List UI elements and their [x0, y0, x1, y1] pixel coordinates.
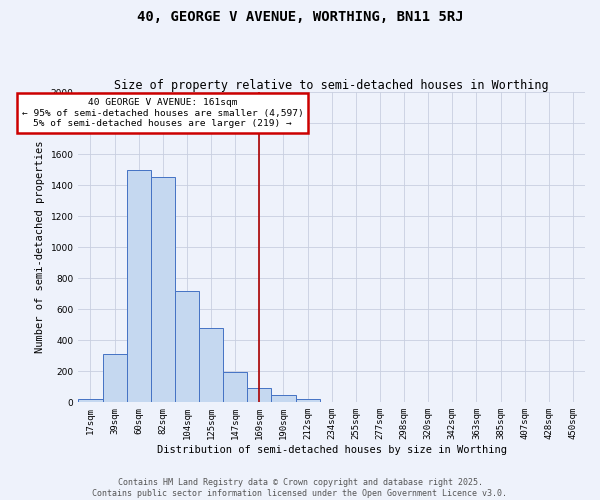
- X-axis label: Distribution of semi-detached houses by size in Worthing: Distribution of semi-detached houses by …: [157, 445, 506, 455]
- Text: 40, GEORGE V AVENUE, WORTHING, BN11 5RJ: 40, GEORGE V AVENUE, WORTHING, BN11 5RJ: [137, 10, 463, 24]
- Y-axis label: Number of semi-detached properties: Number of semi-detached properties: [35, 141, 45, 354]
- Bar: [175, 290, 199, 403]
- Title: Size of property relative to semi-detached houses in Worthing: Size of property relative to semi-detach…: [115, 79, 549, 92]
- Bar: [271, 396, 296, 402]
- Bar: [103, 354, 127, 403]
- Text: Contains HM Land Registry data © Crown copyright and database right 2025.
Contai: Contains HM Land Registry data © Crown c…: [92, 478, 508, 498]
- Bar: [223, 372, 247, 402]
- Bar: [151, 178, 175, 402]
- Bar: [127, 170, 151, 402]
- Bar: [296, 399, 320, 402]
- Bar: [247, 388, 271, 402]
- Text: 40 GEORGE V AVENUE: 161sqm
← 95% of semi-detached houses are smaller (4,597)
5% : 40 GEORGE V AVENUE: 161sqm ← 95% of semi…: [22, 98, 304, 128]
- Bar: [199, 328, 223, 402]
- Bar: [79, 399, 103, 402]
